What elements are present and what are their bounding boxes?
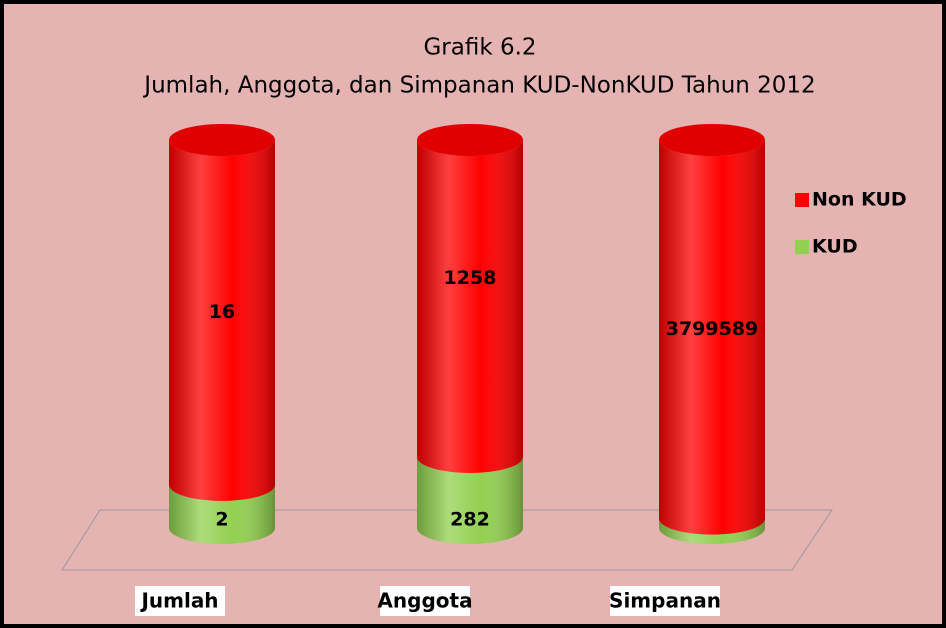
category-label-bg [610, 586, 720, 616]
cylinder-shade [169, 140, 275, 501]
x-tick-label: Simpanan [609, 589, 721, 613]
cylinder-shade [417, 140, 523, 473]
value-label: 3799589 [666, 318, 759, 340]
chart-subtitle: Jumlah, Anggota, dan Simpanan KUD-NonKUD… [142, 73, 815, 99]
value-label: 1258 [444, 267, 497, 289]
cylinder-shade [169, 484, 275, 544]
x-tick-label: Jumlah [139, 589, 218, 613]
legend-swatch [795, 193, 809, 207]
cylinder-shade [417, 456, 523, 544]
legend-label: Non KUD [812, 189, 907, 211]
value-label: 282 [450, 509, 490, 531]
cylinder-cap-shade [169, 124, 275, 156]
x-tick-label: Anggota [377, 589, 472, 613]
cylinder-shade [659, 518, 765, 544]
chart-title: Grafik 6.2 [423, 35, 536, 61]
cylinder-cap [169, 124, 275, 156]
legend-swatch [795, 240, 809, 254]
category-label-bg [380, 586, 470, 616]
legend-label: KUD [812, 236, 858, 258]
category-label-bg [135, 586, 225, 616]
cylinder-cap [417, 124, 523, 156]
cylinder-cap-shade [417, 124, 523, 156]
cylinder-cap [659, 124, 765, 156]
value-label: 16 [209, 301, 235, 323]
cylinder-cap-shade [659, 124, 765, 156]
value-label: 2 [215, 509, 228, 531]
cylinder-shade [659, 140, 765, 535]
